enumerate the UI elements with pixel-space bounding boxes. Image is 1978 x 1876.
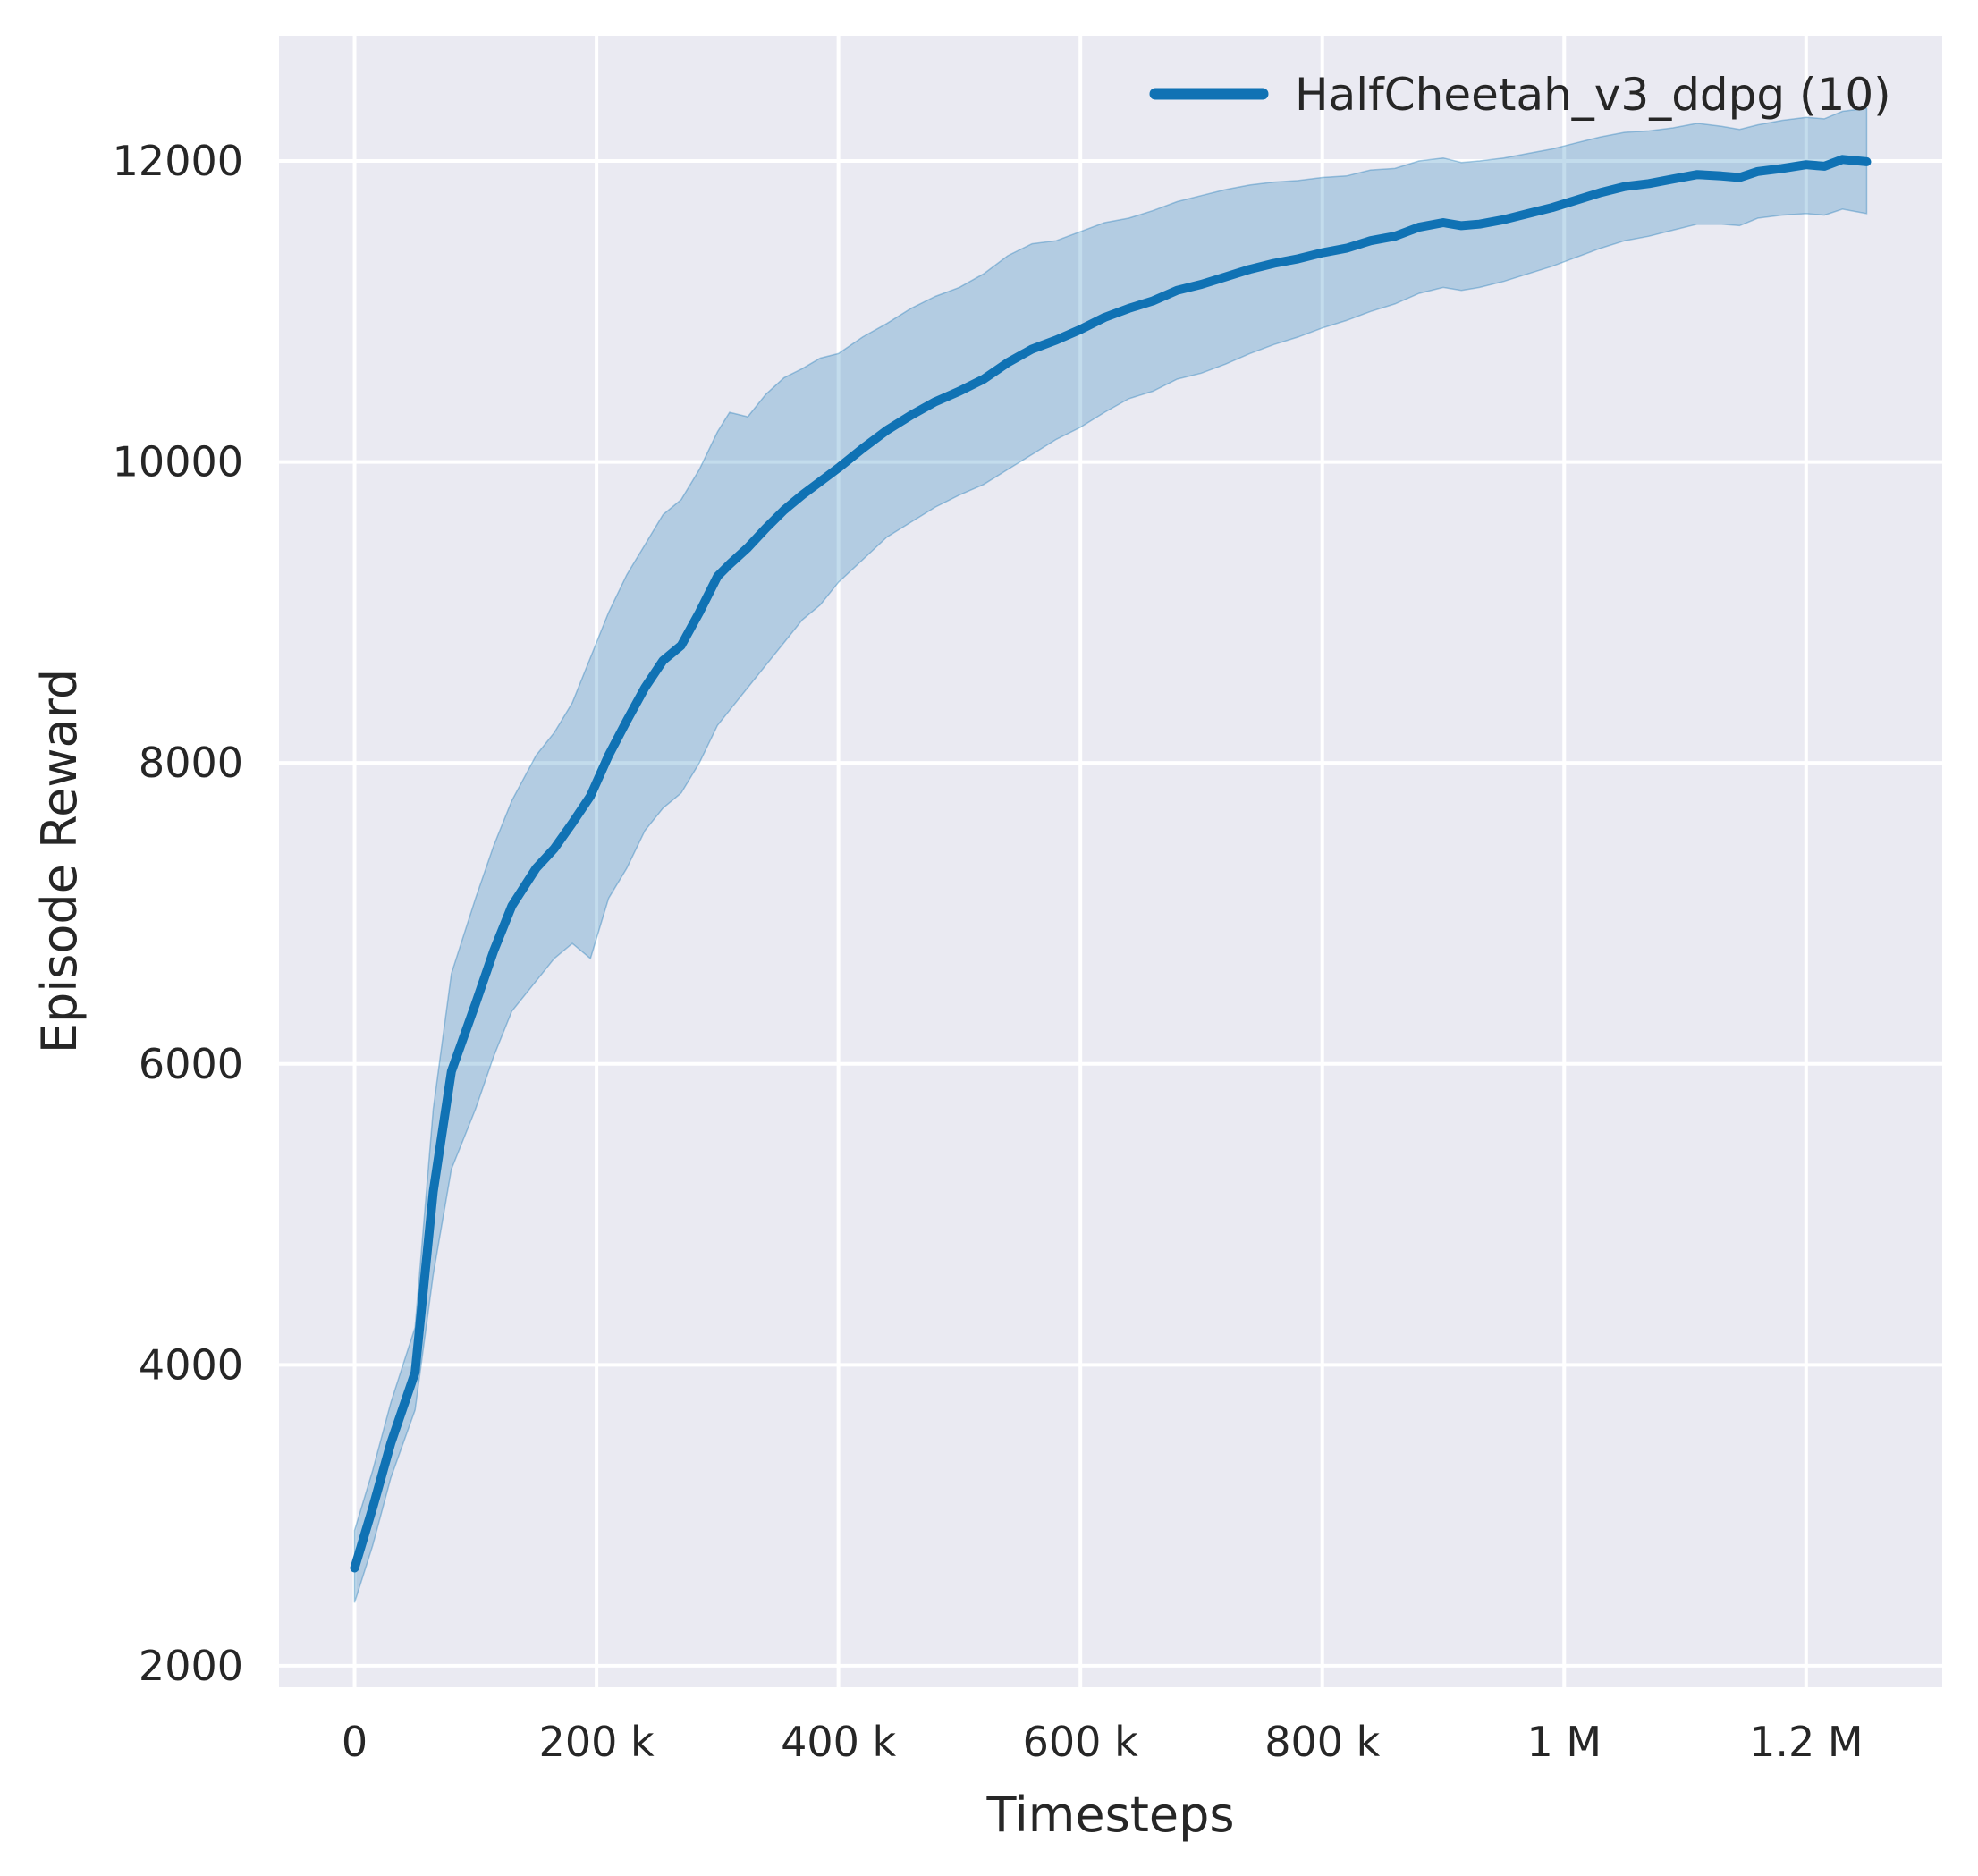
- x-tick-label: 600 k: [1023, 1718, 1138, 1766]
- y-tick-label: 6000: [139, 1040, 243, 1088]
- x-tick-label: 0: [342, 1718, 368, 1766]
- legend-label: HalfCheetah_v3_ddpg (10): [1295, 69, 1891, 121]
- x-axis-label: Timesteps: [985, 1787, 1234, 1843]
- series-layer: [350, 107, 1872, 1603]
- gridlines: [279, 36, 1942, 1687]
- legend: HalfCheetah_v3_ddpg (10): [1149, 69, 1891, 121]
- x-tick-label: 800 k: [1264, 1718, 1380, 1766]
- tick-labels: 0 200 k 400 k 600 k 800 k 1 M 1.2 M 2000 4000 600…: [113, 137, 1864, 1766]
- y-tick-label: 2000: [139, 1642, 243, 1690]
- mean-line: [350, 155, 1872, 1573]
- x-tick-label: 1 M: [1526, 1718, 1602, 1766]
- x-tick-label: 400 k: [781, 1718, 896, 1766]
- y-tick-label: 4000: [139, 1340, 243, 1389]
- y-tick-label: 10000: [113, 438, 243, 486]
- x-tick-label: 200 k: [539, 1718, 655, 1766]
- y-tick-label: 8000: [139, 739, 243, 787]
- y-tick-label: 12000: [113, 137, 243, 185]
- confidence-band: [353, 107, 1868, 1603]
- x-tick-label: 1.2 M: [1749, 1718, 1863, 1766]
- y-axis-label: Episode Reward: [31, 669, 88, 1053]
